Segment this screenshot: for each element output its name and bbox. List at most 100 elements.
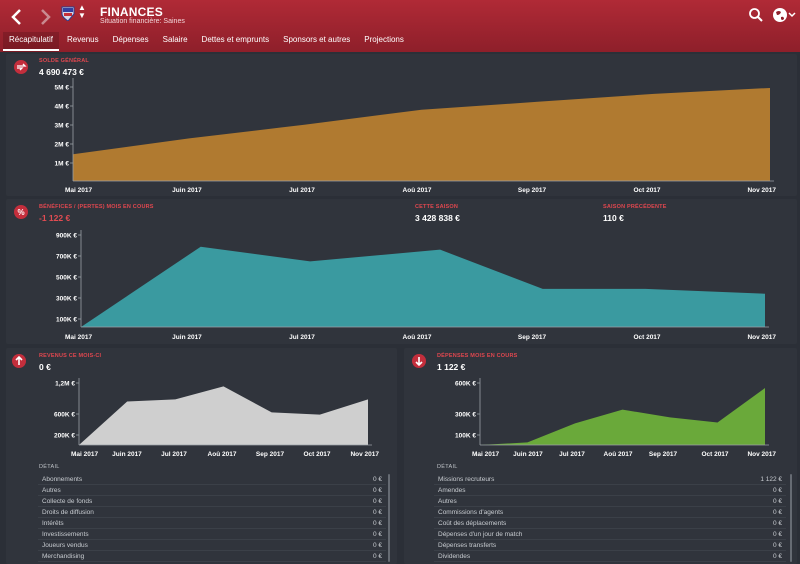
x-tick-label: Juin 2017 bbox=[112, 451, 142, 458]
x-tick-label: Jul 2017 bbox=[559, 451, 585, 458]
expenses-scrollbar[interactable] bbox=[790, 474, 792, 562]
x-tick-label: Mai 2017 bbox=[65, 187, 92, 194]
y-tick-label: 2M € bbox=[55, 141, 70, 148]
x-tick-label: Jul 2017 bbox=[289, 187, 315, 194]
expenses-panel: DÉPENSES MOIS EN COURS 1 122 € 100K € 300… bbox=[404, 348, 797, 564]
y-tick-label: 200K € bbox=[54, 432, 75, 439]
x-tick-label: Sep 2017 bbox=[256, 451, 285, 458]
detail-row-name: Autres bbox=[42, 487, 61, 494]
detail-row-name: Collecte de fonds bbox=[42, 498, 93, 505]
detail-row[interactable]: Droits de diffusion 0 € bbox=[38, 507, 386, 518]
y-tick-label: 900K € bbox=[56, 232, 77, 239]
x-tick-label: Aoû 2017 bbox=[208, 451, 237, 458]
detail-row[interactable]: Investissements 0 € bbox=[38, 529, 386, 540]
season-value: 3 428 838 € bbox=[415, 213, 460, 223]
detail-row-name: Merchandising bbox=[42, 553, 85, 560]
page-title: FINANCES bbox=[100, 5, 163, 19]
search-button[interactable] bbox=[748, 7, 764, 23]
detail-row-amount: 0 € bbox=[372, 553, 382, 560]
profit-panel: % BÉNÉFICES / (PERTES) MOIS EN COURS -1 … bbox=[6, 199, 797, 344]
detail-row[interactable]: Amendes 0 € bbox=[434, 485, 786, 496]
income-chart: 200K € 600K € 1,2M € Mai 2017 Juin 2017 Jul 2… bbox=[54, 378, 379, 458]
y-tick-label: 1,2M € bbox=[55, 380, 75, 387]
detail-row[interactable]: Intérêts 0 € bbox=[38, 518, 386, 529]
detail-row[interactable]: Collecte de fonds 0 € bbox=[38, 496, 386, 507]
detail-row[interactable]: Autres 0 € bbox=[434, 496, 786, 507]
y-tick-label: 500K € bbox=[56, 274, 77, 281]
detail-row[interactable]: Merchandising 0 € bbox=[38, 551, 386, 562]
tab-4[interactable]: Dettes et emprunts bbox=[201, 35, 270, 44]
tab-0[interactable]: Récapitulatif bbox=[3, 32, 60, 52]
detail-row-name: Amendes bbox=[438, 487, 466, 494]
detail-row-name: Commissions d'agents bbox=[438, 509, 504, 516]
x-tick-label: Sep 2017 bbox=[649, 451, 678, 458]
tab-3[interactable]: Salaire bbox=[162, 35, 188, 44]
chart-area-series bbox=[480, 388, 765, 445]
detail-row-amount: 0 € bbox=[772, 487, 782, 494]
tab-1[interactable]: Revenus bbox=[67, 35, 99, 44]
balance-chart: 1M € 2M € 3M € 4M € 5M € Mai 2017 Juin 2017 Jul… bbox=[55, 78, 776, 194]
detail-row-amount: 0 € bbox=[772, 553, 782, 560]
detail-row-amount: 0 € bbox=[372, 498, 382, 505]
x-tick-label: Juin 2017 bbox=[172, 334, 202, 341]
detail-row[interactable]: Dépenses d'un jour de match 0 € bbox=[434, 529, 786, 540]
x-tick-label: Mai 2017 bbox=[472, 451, 499, 458]
detail-row-amount: 0 € bbox=[372, 542, 382, 549]
income-scrollbar[interactable] bbox=[388, 474, 390, 562]
tab-5[interactable]: Sponsors et autres bbox=[283, 35, 351, 44]
globe-menu-button[interactable] bbox=[772, 6, 796, 24]
y-tick-label: 300K € bbox=[455, 411, 476, 418]
back-button[interactable] bbox=[6, 6, 28, 28]
arrow-down-icon bbox=[412, 354, 426, 368]
balance-panel: SOLDE GÉNÉRAL 4 690 473 € 1M € 2M € 3M € 4M… bbox=[6, 54, 797, 196]
x-tick-label: Aoû 2017 bbox=[604, 451, 633, 458]
detail-row[interactable]: Missions recruteurs 1 122 € bbox=[434, 474, 786, 485]
income-detail-label: DÉTAIL bbox=[39, 464, 60, 470]
tab-2[interactable]: Dépenses bbox=[112, 35, 149, 44]
detail-row-amount: 0 € bbox=[372, 520, 382, 527]
tab-6[interactable]: Projections bbox=[364, 35, 404, 44]
y-tick-label: 100K € bbox=[56, 316, 77, 323]
top-bar: ▲ ▼ FINANCES Situation financière: Saines… bbox=[0, 0, 800, 52]
detail-row-name: Autres bbox=[438, 498, 457, 505]
detail-row-amount: 0 € bbox=[372, 531, 382, 538]
expenses-value: 1 122 € bbox=[437, 362, 466, 372]
tab-bar: Récapitulatif Revenus Dépenses Salaire Dette… bbox=[0, 32, 410, 52]
expenses-label: DÉPENSES MOIS EN COURS bbox=[437, 353, 518, 359]
search-icon bbox=[749, 8, 763, 22]
globe-icon bbox=[773, 8, 796, 22]
detail-row-name: Coût des déplacements bbox=[438, 520, 507, 527]
club-crest-icon[interactable] bbox=[60, 5, 76, 22]
x-tick-label: Aoû 2017 bbox=[403, 334, 432, 341]
x-tick-label: Mai 2017 bbox=[71, 451, 98, 458]
x-tick-label: Oct 2017 bbox=[303, 451, 330, 458]
detail-row[interactable]: Commissions d'agents 0 € bbox=[434, 507, 786, 518]
x-tick-label: Sep 2017 bbox=[518, 334, 547, 341]
y-tick-label: 3M € bbox=[55, 122, 70, 129]
detail-row[interactable]: Coût des déplacements 0 € bbox=[434, 518, 786, 529]
detail-row[interactable]: Abonnements 0 € bbox=[38, 474, 386, 485]
detail-row[interactable]: Autres 0 € bbox=[38, 485, 386, 496]
detail-row[interactable]: Dépenses transferts 0 € bbox=[434, 540, 786, 551]
detail-row-name: Investissements bbox=[42, 531, 89, 538]
profit-value: -1 122 € bbox=[39, 213, 71, 223]
detail-row-amount: 1 122 € bbox=[760, 476, 782, 483]
income-label: REVENUS CE MOIS-CI bbox=[39, 353, 102, 359]
detail-row[interactable]: Dividendes 0 € bbox=[434, 551, 786, 562]
detail-row-name: Dépenses d'un jour de match bbox=[438, 531, 523, 538]
balance-label: SOLDE GÉNÉRAL bbox=[39, 58, 89, 64]
y-tick-label: 600K € bbox=[54, 411, 75, 418]
detail-row[interactable]: Joueurs vendus 0 € bbox=[38, 540, 386, 551]
club-switcher-icon[interactable]: ▲ ▼ bbox=[78, 3, 86, 20]
detail-row-amount: 0 € bbox=[772, 509, 782, 516]
x-tick-label: Jul 2017 bbox=[289, 334, 315, 341]
plane-icon bbox=[14, 60, 28, 74]
expenses-detail-label: DÉTAIL bbox=[437, 464, 458, 470]
detail-row-amount: 0 € bbox=[372, 476, 382, 483]
profit-chart: 100K € 300K € 500K € 700K € 900K € Mai 2017 Ju… bbox=[56, 230, 776, 341]
previous-season-value: 110 € bbox=[603, 213, 624, 223]
forward-button[interactable] bbox=[34, 6, 56, 28]
detail-row-amount: 0 € bbox=[372, 509, 382, 516]
expenses-chart: 100K € 300K € 600K € Mai 2017 Juin 2017 Jul 2… bbox=[455, 378, 776, 458]
detail-row-name: Droits de diffusion bbox=[42, 509, 94, 516]
